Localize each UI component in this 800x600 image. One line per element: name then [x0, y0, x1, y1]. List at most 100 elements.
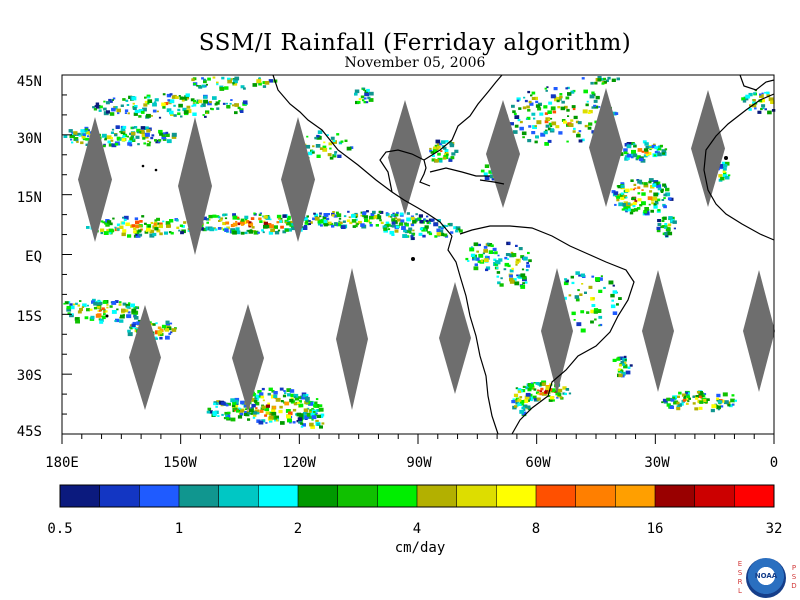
- rain-cell: [183, 221, 187, 224]
- rain-cell: [643, 210, 648, 213]
- rain-cell: [111, 143, 117, 148]
- rain-cell: [418, 232, 423, 236]
- rain-cell: [659, 144, 663, 148]
- rain-cell: [264, 407, 270, 412]
- rain-cell: [644, 142, 647, 144]
- lon-label-0: 0: [769, 455, 779, 471]
- rain-cell: [351, 214, 356, 218]
- rain-cell: [336, 213, 342, 217]
- rain-cell: [446, 153, 449, 156]
- rain-cell: [664, 148, 668, 151]
- rain-cell: [622, 363, 626, 366]
- rain-cell: [633, 144, 637, 148]
- rain-cell: [564, 105, 568, 109]
- rain-cell: [523, 399, 529, 403]
- rain-cell: [143, 103, 148, 107]
- rain-cell: [227, 413, 230, 416]
- rain-cell: [662, 183, 667, 187]
- rain-cell: [653, 154, 657, 157]
- rain-cell: [179, 96, 184, 100]
- rain-cell: [369, 91, 374, 96]
- rain-cell: [247, 229, 250, 232]
- rain-cell: [692, 395, 696, 398]
- rain-cell: [388, 215, 391, 218]
- rain-cell: [372, 210, 376, 214]
- rain-cell: [369, 224, 373, 227]
- rain-cell: [716, 405, 721, 410]
- rain-cell: [246, 410, 249, 413]
- rain-cell: [635, 157, 639, 161]
- rain-cell: [339, 221, 343, 225]
- rain-cell: [229, 102, 232, 105]
- rain-cell: [395, 225, 400, 229]
- rain-cell: [550, 117, 553, 120]
- rain-cell: [240, 85, 245, 89]
- rain-cell: [698, 394, 703, 398]
- rain-cell: [227, 402, 231, 406]
- rain-cell: [176, 226, 180, 229]
- rain-cell: [246, 220, 250, 223]
- rain-cell: [89, 308, 93, 311]
- rain-cell: [661, 149, 667, 153]
- rain-cell: [723, 163, 728, 168]
- rain-cell: [239, 108, 243, 111]
- rain-cell: [595, 95, 600, 100]
- rain-cell: [66, 305, 71, 310]
- rain-cell: [162, 93, 166, 96]
- rain-cell: [612, 290, 617, 294]
- rain-cell: [97, 313, 102, 317]
- rain-cell: [156, 110, 159, 113]
- rain-cell: [219, 87, 225, 91]
- rain-cell: [336, 133, 340, 136]
- lat-label-eq: EQ: [25, 249, 42, 265]
- rain-cell: [152, 232, 157, 237]
- rain-cell: [193, 82, 197, 86]
- rain-cell: [684, 395, 687, 398]
- rain-cell: [673, 227, 676, 230]
- rain-cell: [525, 269, 529, 272]
- rain-cell: [132, 102, 135, 105]
- rain-cell: [124, 309, 129, 313]
- rain-cell: [546, 86, 549, 89]
- rain-cell: [717, 408, 720, 411]
- rain-cell: [533, 398, 537, 401]
- rain-cell: [451, 152, 456, 156]
- rain-cell: [473, 258, 477, 261]
- rain-cell: [107, 220, 112, 224]
- rain-cell: [305, 144, 311, 149]
- missing-data-swath: [281, 117, 315, 242]
- rain-cell: [265, 411, 270, 415]
- rain-cell: [519, 396, 523, 399]
- rain-cell: [644, 207, 649, 211]
- rain-cell: [563, 296, 567, 300]
- rain-cell: [119, 131, 122, 133]
- rain-cell: [621, 374, 625, 378]
- rain-cell: [399, 212, 404, 216]
- rain-cell: [672, 396, 676, 399]
- rain-cell: [319, 215, 322, 218]
- rain-cell: [624, 157, 629, 161]
- rain-cell: [165, 335, 170, 340]
- rain-cell: [258, 77, 261, 79]
- rain-cell: [340, 225, 346, 229]
- rain-cell: [219, 219, 223, 222]
- rain-cell: [70, 138, 73, 141]
- rain-cell: [745, 94, 751, 99]
- rain-cell: [249, 223, 254, 227]
- rain-cell: [411, 223, 415, 227]
- colorbar-segment: [377, 485, 418, 507]
- rain-cell: [645, 153, 649, 157]
- rain-cell: [523, 256, 528, 261]
- rain-cell: [323, 223, 328, 227]
- rain-cell: [517, 388, 522, 392]
- rain-cell: [327, 153, 332, 157]
- rain-cell: [535, 104, 541, 108]
- rain-cell: [101, 307, 105, 310]
- rain-cell: [761, 104, 766, 108]
- rain-cell: [328, 142, 333, 146]
- rain-cell: [637, 192, 641, 195]
- rain-cell: [201, 77, 204, 80]
- rain-cell: [401, 226, 406, 230]
- rain-cell: [282, 394, 287, 398]
